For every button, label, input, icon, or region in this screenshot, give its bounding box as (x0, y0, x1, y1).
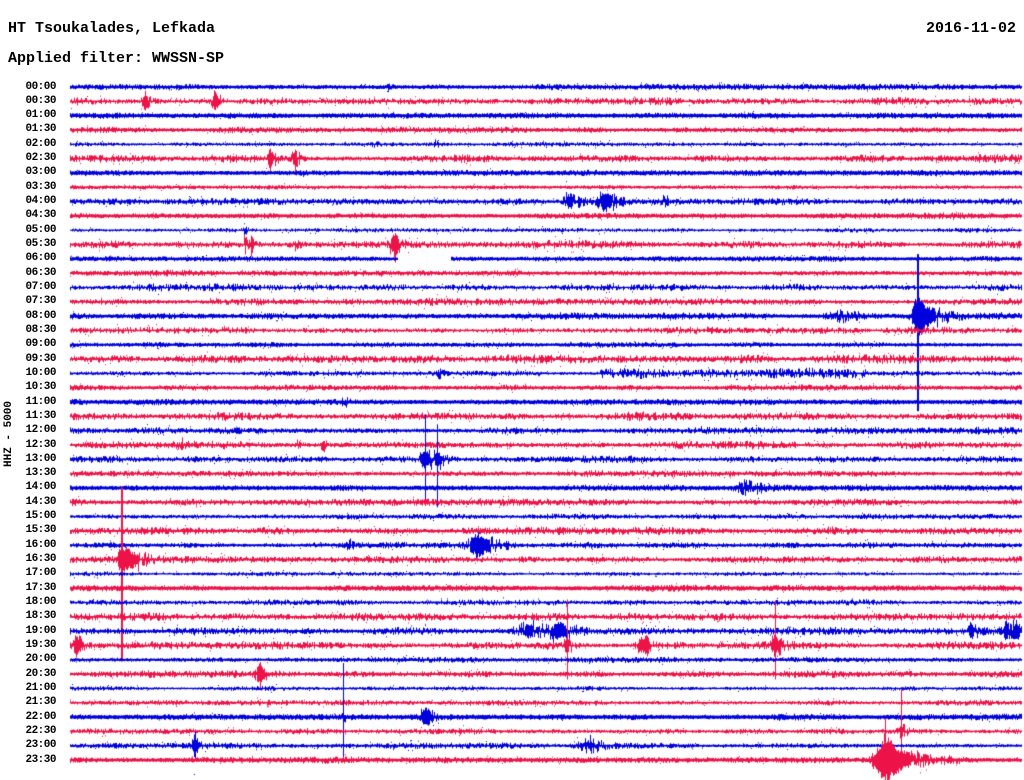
time-label: 08:00 (25, 309, 56, 322)
time-label: 06:00 (25, 252, 56, 265)
time-label: 03:30 (25, 180, 56, 193)
time-label: 02:00 (25, 137, 56, 150)
time-label: 12:30 (25, 438, 56, 451)
time-label: 07:30 (25, 295, 56, 308)
time-label: 10:30 (25, 381, 56, 394)
time-label: 05:30 (25, 238, 56, 251)
time-label: 22:00 (25, 710, 56, 723)
time-label: 19:30 (25, 638, 56, 651)
time-label: 16:30 (25, 553, 56, 566)
time-label: 12:00 (25, 424, 56, 437)
time-label: 17:30 (25, 581, 56, 594)
time-label: 15:30 (25, 524, 56, 537)
time-label: 23:30 (25, 753, 56, 766)
time-label: 14:00 (25, 481, 56, 494)
time-label: 11:30 (25, 409, 56, 422)
time-label: 18:00 (25, 596, 56, 609)
time-label: 21:00 (25, 681, 56, 694)
time-label: 10:00 (25, 366, 56, 379)
time-label: 00:00 (25, 80, 56, 93)
time-label: 09:30 (25, 352, 56, 365)
time-label: 06:30 (25, 266, 56, 279)
time-label: 03:00 (25, 166, 56, 179)
time-label: 23:00 (25, 739, 56, 752)
time-label: 08:30 (25, 323, 56, 336)
time-label: 14:30 (25, 495, 56, 508)
time-label: 16:00 (25, 538, 56, 551)
time-label: 05:00 (25, 223, 56, 236)
time-label: 20:30 (25, 667, 56, 680)
time-label: 13:00 (25, 452, 56, 465)
time-label: 04:00 (25, 195, 56, 208)
time-label: 02:30 (25, 152, 56, 165)
time-label: 22:30 (25, 724, 56, 737)
time-label: 19:00 (25, 624, 56, 637)
time-label: 01:30 (25, 123, 56, 136)
time-label: 01:00 (25, 109, 56, 122)
time-label: 21:30 (25, 696, 56, 709)
time-label: 17:00 (25, 567, 56, 580)
time-label: 07:00 (25, 280, 56, 293)
time-label: 09:00 (25, 338, 56, 351)
time-label: 15:00 (25, 510, 56, 523)
time-label: 04:30 (25, 209, 56, 222)
time-label: 11:00 (25, 395, 56, 408)
time-label: 13:30 (25, 467, 56, 480)
time-label: 20:00 (25, 653, 56, 666)
time-label: 00:30 (25, 94, 56, 107)
time-label: 18:30 (25, 610, 56, 623)
